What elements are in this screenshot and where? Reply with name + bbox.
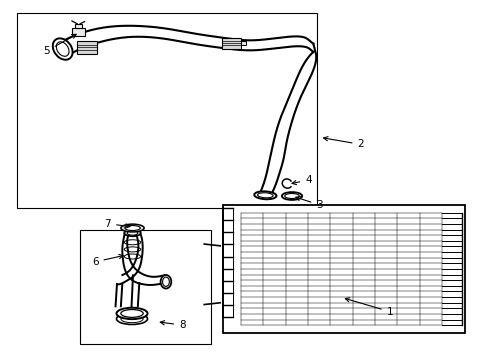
- Bar: [72, 28, 85, 36]
- Text: 1: 1: [345, 298, 392, 317]
- Ellipse shape: [284, 194, 299, 198]
- Ellipse shape: [254, 191, 276, 199]
- Bar: [17, 13, 317, 208]
- Ellipse shape: [116, 308, 147, 319]
- Text: 3: 3: [295, 197, 322, 210]
- Bar: [222, 38, 240, 49]
- Ellipse shape: [124, 230, 141, 236]
- Bar: [77, 41, 97, 54]
- Ellipse shape: [56, 42, 69, 56]
- Text: 5: 5: [43, 34, 76, 56]
- Text: 8: 8: [160, 320, 185, 330]
- Ellipse shape: [127, 231, 138, 235]
- Bar: [222, 205, 464, 333]
- Ellipse shape: [121, 310, 143, 318]
- Ellipse shape: [121, 315, 143, 323]
- Text: 4: 4: [291, 175, 311, 185]
- Ellipse shape: [257, 193, 272, 198]
- Bar: [241, 41, 245, 45]
- Ellipse shape: [116, 313, 147, 324]
- Text: 2: 2: [323, 137, 364, 149]
- Ellipse shape: [281, 192, 302, 200]
- Ellipse shape: [121, 224, 144, 232]
- Text: 6: 6: [92, 255, 123, 267]
- Ellipse shape: [124, 226, 140, 230]
- Text: 7: 7: [104, 219, 130, 229]
- Bar: [80, 230, 210, 344]
- Ellipse shape: [53, 39, 72, 60]
- Ellipse shape: [160, 275, 171, 288]
- Bar: [75, 24, 82, 28]
- Ellipse shape: [162, 277, 169, 287]
